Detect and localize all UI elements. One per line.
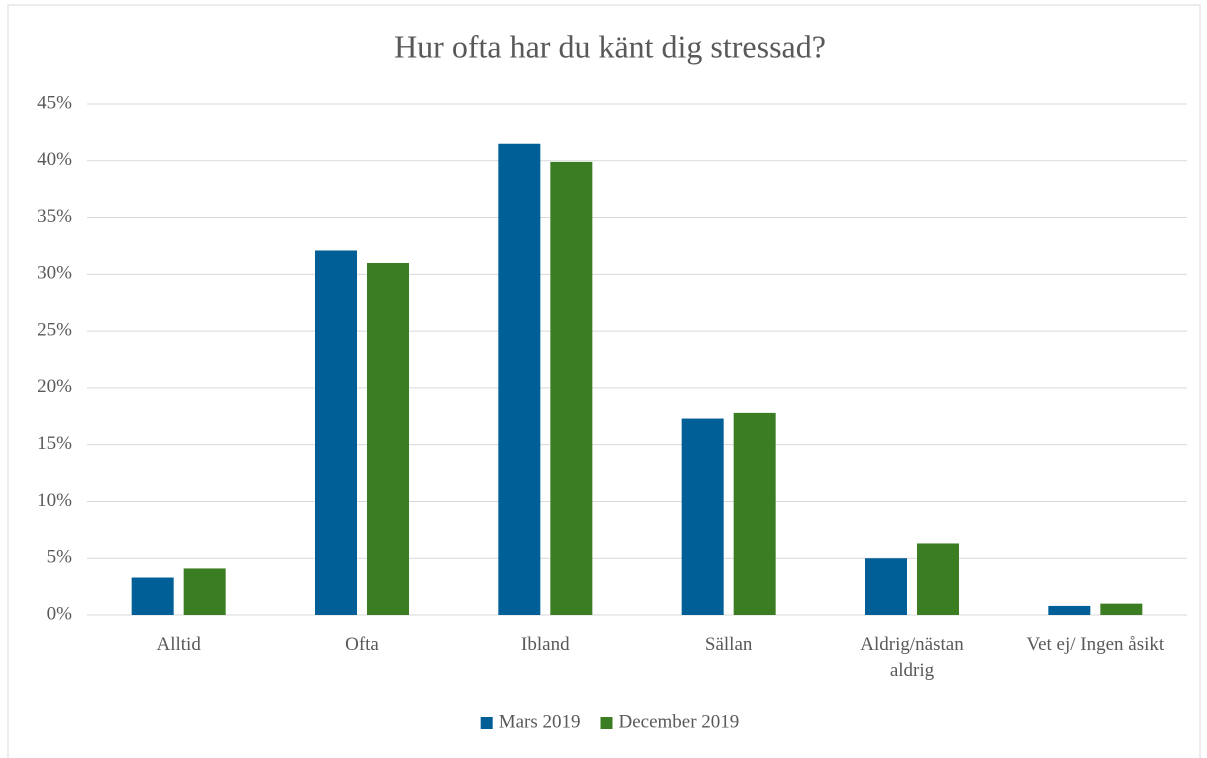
y-tick-label: 10%: [37, 490, 72, 511]
bar: [733, 412, 776, 615]
y-tick-label: 5%: [47, 547, 73, 568]
x-tick-label: Ibland: [521, 634, 570, 655]
bar: [183, 568, 226, 615]
bar: [550, 161, 593, 615]
y-tick-label: 15%: [37, 433, 72, 454]
y-tick-label: 20%: [37, 376, 72, 397]
bar: [367, 262, 409, 615]
bar: [1100, 603, 1143, 615]
y-tick-label: 0%: [47, 603, 73, 624]
chart-border: [7, 4, 1201, 758]
x-tick-label: Aldrig/nästan aldrig: [860, 634, 964, 681]
y-tick-label: 45%: [37, 92, 72, 113]
bar: [917, 543, 959, 615]
y-tick-label: 25%: [37, 319, 72, 340]
bar: [681, 418, 724, 615]
x-tick-label: Ofta: [345, 634, 379, 655]
legend-label: Mars 2019: [499, 711, 581, 732]
bar: [498, 143, 541, 615]
bar: [865, 558, 907, 615]
y-tick-label: 40%: [37, 149, 72, 170]
bar: [1048, 605, 1091, 615]
x-tick-label: Sällan: [704, 634, 753, 655]
legend-swatch: [480, 717, 493, 729]
chart-title: Hur ofta har du känt dig stressad?: [394, 28, 826, 64]
y-tick-label: 30%: [37, 263, 72, 284]
y-tick-label: 35%: [37, 206, 72, 227]
bar: [131, 577, 174, 615]
bar: [315, 250, 357, 615]
legend-swatch: [600, 717, 613, 729]
legend-label: December 2019: [619, 711, 740, 732]
x-tick-label: Alltid: [156, 634, 201, 655]
x-tick-label: Vet ej/ Ingen åsikt: [1026, 634, 1165, 655]
